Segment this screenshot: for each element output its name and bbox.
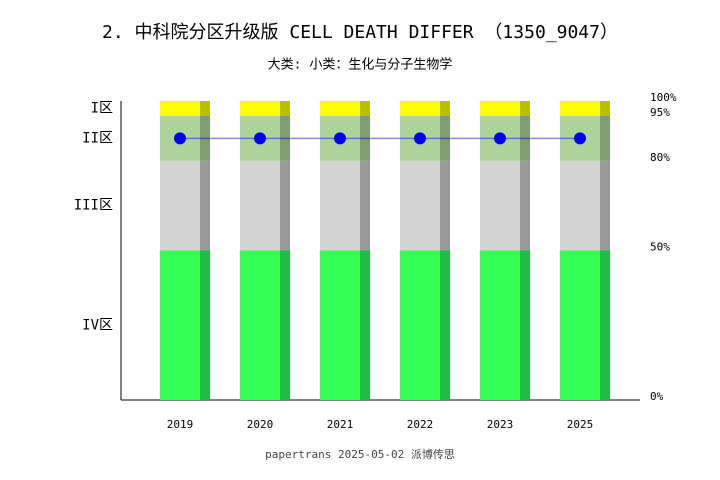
point xyxy=(334,132,346,145)
y-tick-label: 80% xyxy=(650,151,670,164)
bar-segment xyxy=(480,101,530,116)
bar-segment xyxy=(560,160,610,251)
zone-label: I区 xyxy=(91,100,113,116)
point xyxy=(414,132,426,145)
bar-segment xyxy=(240,160,290,251)
bar-segment xyxy=(320,101,370,116)
x-tick-label: 2021 xyxy=(327,418,354,431)
x-tick-label: 2022 xyxy=(407,418,434,431)
bar-segment xyxy=(320,250,370,400)
y-tick-label: 0% xyxy=(650,390,664,403)
bar-segment xyxy=(160,101,210,116)
bar-segment xyxy=(240,250,290,400)
bar-segment xyxy=(560,250,610,400)
bar-segment xyxy=(320,160,370,251)
y-tick-label: 50% xyxy=(650,241,670,254)
bar-segment xyxy=(480,160,530,251)
x-tick-label: 2020 xyxy=(247,418,274,431)
zone-label: III区 xyxy=(74,198,113,214)
chart-subtitle: 大类: 小类：生化与分子生物学 xyxy=(268,57,453,73)
point xyxy=(494,132,506,145)
bar-segment xyxy=(560,101,610,116)
y-tick-label: 100% xyxy=(650,91,677,104)
bar-segment xyxy=(160,160,210,251)
point xyxy=(574,132,586,145)
point xyxy=(254,132,266,145)
bar-segment xyxy=(400,160,450,251)
chart-title: 2. 中科院分区升级版 CELL DEATH DIFFER （1350_9047… xyxy=(102,22,618,43)
zone-label: II区 xyxy=(82,130,113,146)
bar-segment xyxy=(160,250,210,400)
zone-label: IV区 xyxy=(82,317,113,333)
point xyxy=(174,132,186,145)
bar-segment xyxy=(400,101,450,116)
x-tick-label: 2025 xyxy=(567,418,594,431)
bar-segment xyxy=(400,250,450,400)
x-tick-label: 2023 xyxy=(487,418,514,431)
bar-segment xyxy=(480,250,530,400)
source-note: papertrans 2025-05-02 派博传思 xyxy=(265,448,455,461)
y-tick-label: 95% xyxy=(650,106,670,119)
bar-segment xyxy=(240,101,290,116)
x-tick-label: 2019 xyxy=(167,418,194,431)
